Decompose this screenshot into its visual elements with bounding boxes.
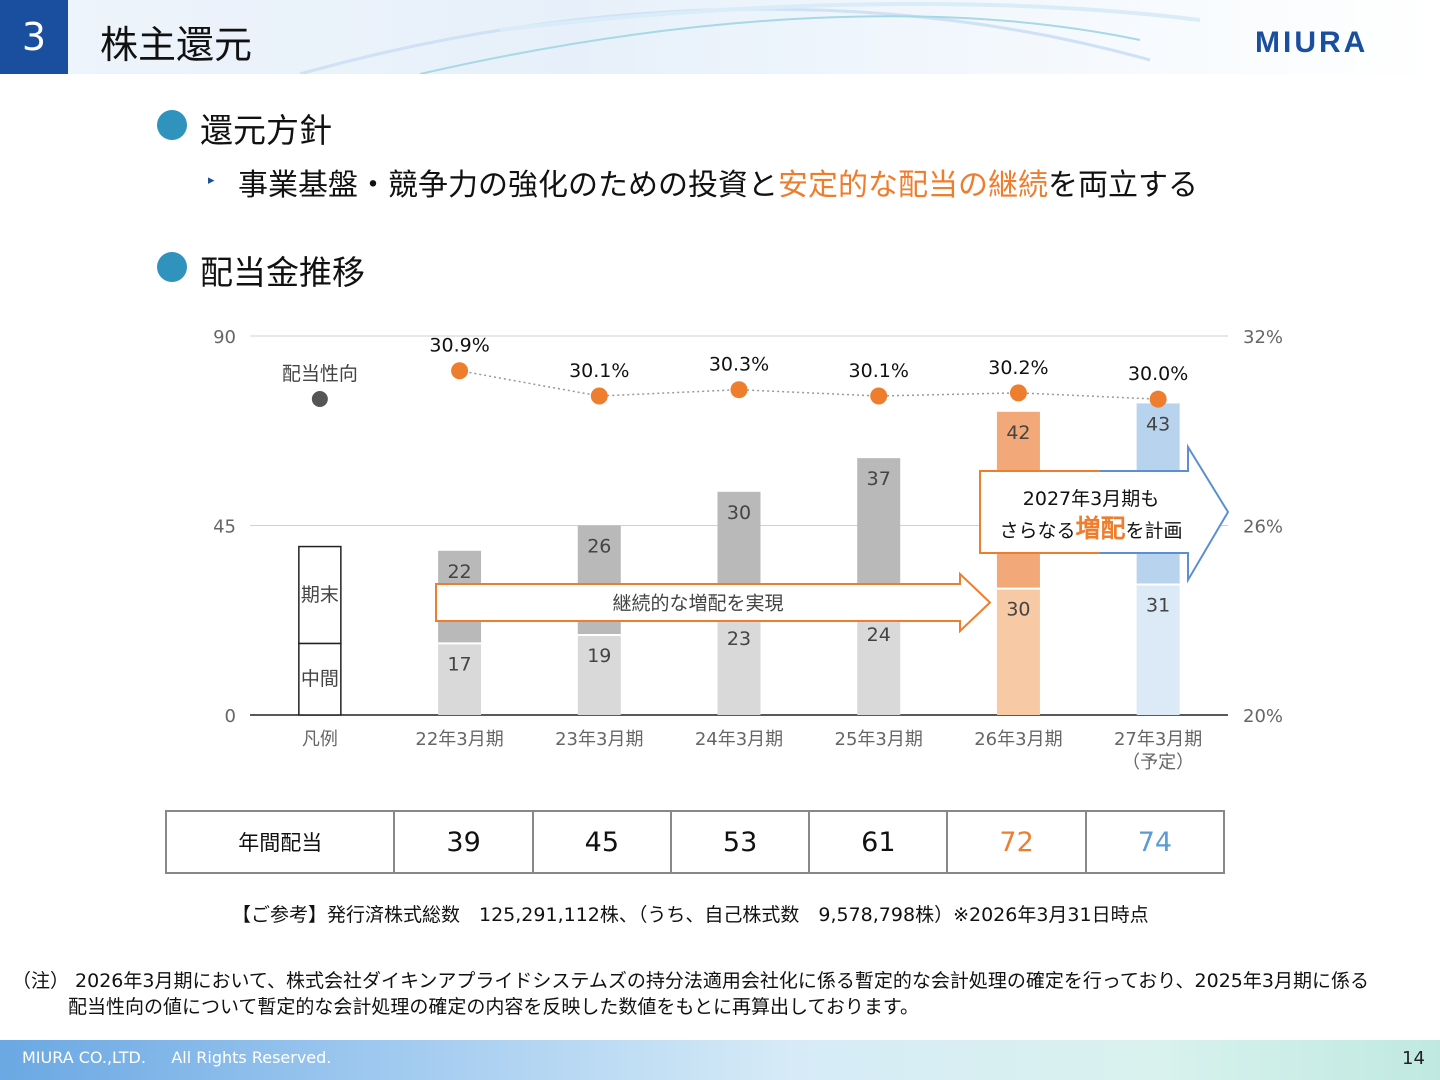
policy-text: 事業基盤・競争力の強化のための投資と安定的な配当の継続を両立する bbox=[238, 160, 1198, 204]
bar-interim bbox=[857, 613, 901, 715]
annual-value-26: 72 bbox=[946, 810, 1087, 874]
payout-ratio-label: 30.9% bbox=[429, 335, 489, 357]
dividend-heading: 配当金推移 bbox=[200, 253, 365, 292]
bar-interim bbox=[438, 643, 482, 715]
header-swoosh-decoration bbox=[299, 2, 1201, 74]
header-bar bbox=[0, 0, 1440, 74]
footer-bar bbox=[0, 1040, 1440, 1080]
y-right-tick-label: 32% bbox=[1243, 327, 1283, 348]
table-row-label: 年間配当 bbox=[164, 810, 396, 874]
bullet-circle bbox=[157, 252, 187, 282]
page-number: 14 bbox=[1402, 1048, 1425, 1069]
annual-value-23: 45 bbox=[531, 810, 672, 874]
bar-interim-label: 17 bbox=[447, 653, 471, 675]
x-tick-label: 24年3月期 bbox=[695, 729, 783, 750]
x-tick-label: 25年3月期 bbox=[835, 729, 923, 750]
table-row: 年間配当 39 45 53 61 72 74 bbox=[164, 810, 1226, 874]
x-tick-label: 23年3月期 bbox=[555, 729, 643, 750]
payout-ratio-marker bbox=[870, 387, 888, 405]
reference-note: 【ご参考】発行済株式総数 125,291,112株、（うち、自己株式数 9,57… bbox=[232, 904, 1149, 926]
y-left-tick-label: 45 bbox=[213, 517, 236, 538]
forecast-line-1: 2027年3月期も bbox=[1023, 488, 1159, 510]
policy-heading: 還元方針 bbox=[200, 111, 332, 150]
bar-interim bbox=[577, 634, 621, 715]
payout-ratio-marker bbox=[590, 387, 608, 405]
bar-interim-label: 30 bbox=[1006, 599, 1030, 621]
legend-period-end-label: 期末 bbox=[301, 584, 339, 606]
forecast-line-2-after: を計画 bbox=[1126, 520, 1183, 542]
bar-period-end-label: 22 bbox=[447, 561, 471, 583]
bar-period-end-label: 26 bbox=[587, 536, 611, 558]
bar-period-end-label: 30 bbox=[727, 502, 751, 524]
payout-ratio-label: 30.3% bbox=[709, 354, 769, 376]
x-tick-label: 26年3月期 bbox=[974, 729, 1062, 750]
legend-ratio-marker bbox=[311, 391, 328, 407]
footnote-line-1: （注） 2026年3月期において、株式会社ダイキンアプライドシステムズの持分法適… bbox=[12, 970, 1369, 992]
section-number: 3 bbox=[0, 0, 68, 74]
policy-text-highlight: 安定的な配当の継続 bbox=[778, 168, 1048, 203]
continuous-increase-label: 継続的な増配を実現 bbox=[612, 593, 783, 615]
x-tick-label: 22年3月期 bbox=[415, 729, 503, 750]
bullet-arrow-icon: ▸ bbox=[208, 173, 215, 188]
y-left-tick-label: 90 bbox=[213, 327, 236, 348]
annual-dividend-table: 年間配当 39 45 53 61 72 74 bbox=[164, 810, 1226, 874]
payout-ratio-label: 30.1% bbox=[569, 360, 629, 382]
payout-ratio-label: 30.2% bbox=[988, 357, 1048, 379]
bullet-circle bbox=[157, 110, 187, 140]
x-tick-sublabel: （予定） bbox=[1122, 752, 1194, 773]
payout-ratio-line bbox=[459, 370, 1159, 400]
page-title: 株主還元 bbox=[100, 23, 253, 67]
y-left-tick-label: 0 bbox=[225, 706, 236, 727]
payout-ratio-label: 30.0% bbox=[1128, 363, 1188, 385]
payout-ratio-marker bbox=[730, 381, 748, 399]
payout-ratio-marker bbox=[451, 362, 469, 380]
logo-text: MIURA bbox=[1255, 26, 1368, 58]
policy-text-before: 事業基盤・競争力の強化のための投資と bbox=[238, 168, 778, 203]
miura-logo: MIURA bbox=[1255, 26, 1368, 58]
legend-period-end-box bbox=[298, 545, 342, 645]
annual-value-24: 53 bbox=[669, 810, 811, 874]
forecast-line-2-before: さらなる bbox=[999, 520, 1075, 542]
bar-interim bbox=[1136, 584, 1180, 715]
copyright: MIURA CO.,LTD. All Rights Reserved. bbox=[22, 1048, 332, 1067]
y-right-tick-label: 20% bbox=[1243, 706, 1283, 727]
policy-text-after: を両立する bbox=[1048, 168, 1198, 203]
bar-interim-label: 24 bbox=[867, 624, 891, 646]
payout-ratio-marker bbox=[1149, 390, 1167, 408]
continuous-increase-arrow bbox=[435, 571, 992, 634]
bar-interim-label: 23 bbox=[727, 628, 751, 650]
legend-ratio-label: 配当性向 bbox=[282, 363, 358, 385]
dividend-chart: 0 20% 45 26% 90 32% 凡例 22年3月期 23年3月期 24年3月期 25年3月期… bbox=[213, 327, 1283, 773]
forecast-line-2-highlight: 増配 bbox=[1075, 514, 1125, 543]
y-right-tick-label: 26% bbox=[1243, 517, 1283, 538]
footnote-line-2: 配当性向の値について暫定的な会計処理の確定の内容を反映した数値をもとに再算出して… bbox=[68, 996, 920, 1018]
annual-value-27: 74 bbox=[1084, 810, 1226, 874]
bar-interim bbox=[717, 618, 761, 715]
bar-period-end-label: 42 bbox=[1006, 422, 1030, 444]
forecast-callout-left-edge bbox=[979, 470, 1100, 554]
forecast-line-2: さらなる増配を計画 bbox=[999, 514, 1182, 543]
bar-interim-label: 19 bbox=[587, 645, 611, 667]
annual-value-25: 61 bbox=[808, 810, 949, 874]
bar-period-end-label: 43 bbox=[1146, 413, 1170, 435]
bar-interim-label: 31 bbox=[1146, 594, 1170, 616]
legend-interim-box bbox=[298, 642, 342, 716]
bar-period-end-label: 37 bbox=[867, 468, 891, 490]
payout-ratio-marker bbox=[1009, 384, 1027, 402]
x-tick-label: 27年3月期 bbox=[1114, 729, 1202, 750]
annual-value-22: 39 bbox=[393, 810, 534, 874]
payout-ratio-label: 30.1% bbox=[849, 360, 909, 382]
bar-interim bbox=[996, 588, 1040, 715]
legend-interim-label: 中間 bbox=[301, 668, 339, 690]
x-tick-label: 凡例 bbox=[302, 729, 338, 750]
